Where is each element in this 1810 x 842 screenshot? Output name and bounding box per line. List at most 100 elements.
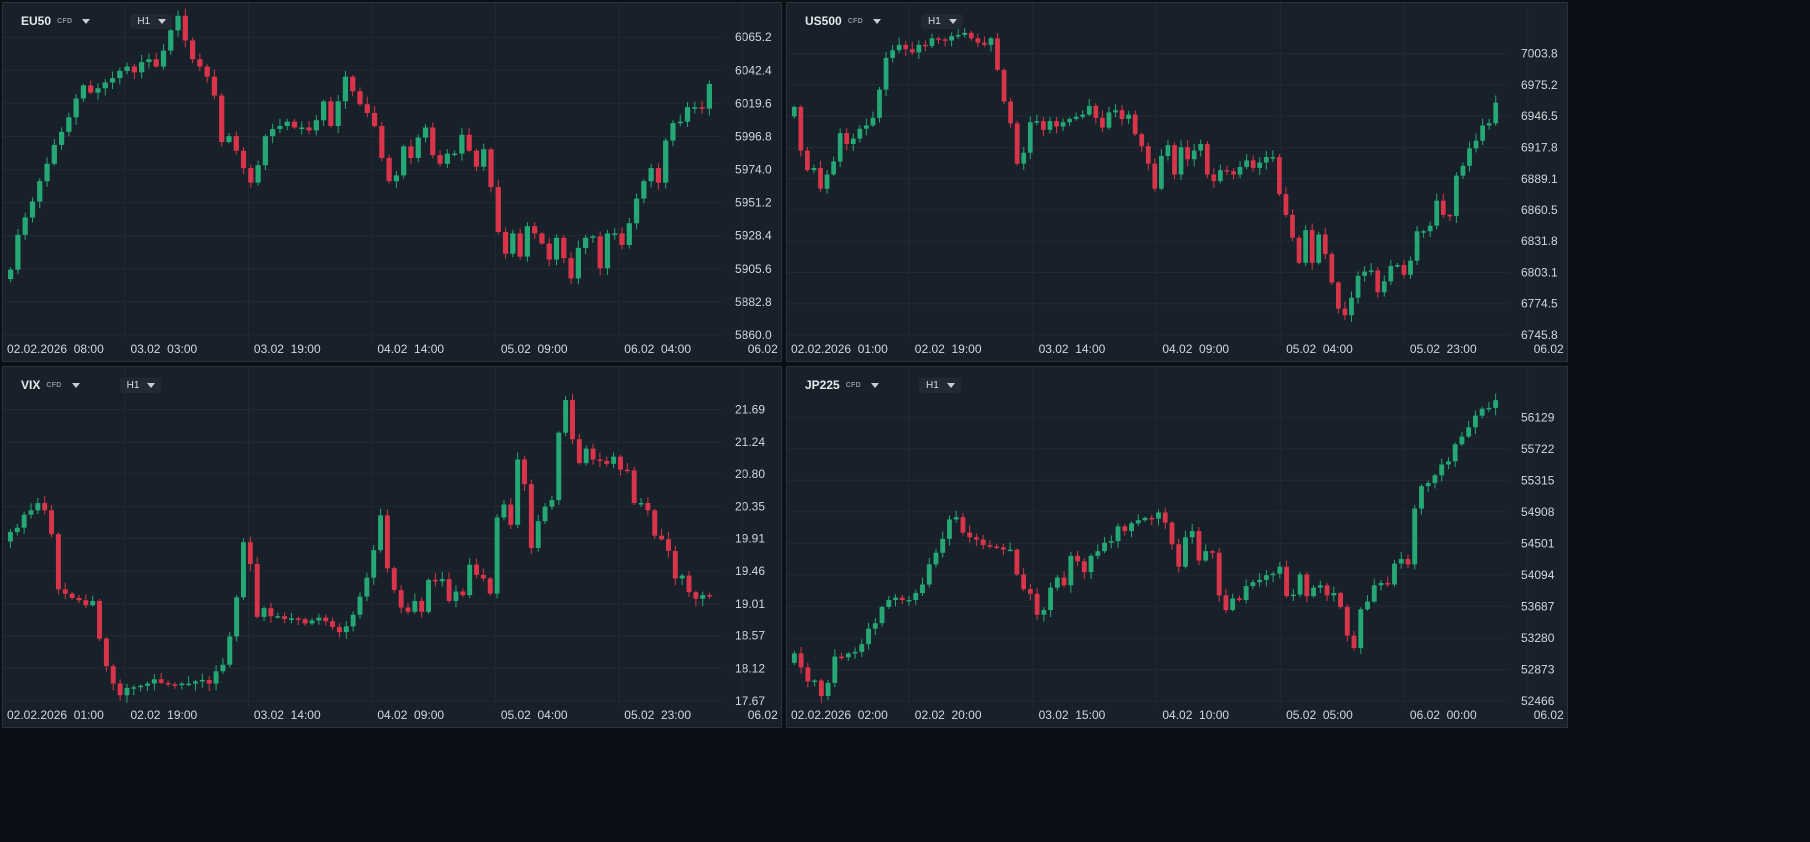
candle[interactable] [1047,117,1053,134]
candle[interactable] [1172,142,1177,180]
candle[interactable] [357,592,363,620]
candle[interactable] [1061,571,1067,588]
candle[interactable] [1296,235,1302,265]
candle[interactable] [234,595,240,642]
candle[interactable] [652,508,658,539]
candle[interactable] [172,681,178,689]
candle[interactable] [1263,570,1269,587]
candle[interactable] [1236,595,1242,603]
candle[interactable] [859,639,865,658]
candle[interactable] [1385,576,1391,587]
candle[interactable] [515,452,521,529]
candle[interactable] [1122,523,1128,536]
candle[interactable] [612,227,618,240]
candle[interactable] [940,531,946,558]
candle[interactable] [473,148,480,172]
symbol-label[interactable]: JP225 [805,378,840,392]
candle[interactable] [1196,527,1202,566]
candle[interactable] [936,36,941,45]
candle[interactable] [1102,537,1107,554]
candle[interactable] [1093,103,1099,124]
candle[interactable] [1270,150,1276,163]
candle[interactable] [226,132,232,144]
timeframe-select[interactable]: H1 [130,13,173,29]
candle[interactable] [670,120,676,147]
candle[interactable] [1467,141,1472,172]
candle[interactable] [1027,583,1033,601]
candle[interactable] [1129,521,1134,538]
candle[interactable] [55,532,61,595]
candle[interactable] [1412,505,1418,570]
candle[interactable] [1142,516,1148,522]
candle[interactable] [284,118,290,131]
candle[interactable] [1479,406,1485,419]
candle[interactable] [549,495,555,510]
candle[interactable] [1106,107,1112,130]
candle[interactable] [1270,571,1276,583]
candle[interactable] [62,582,68,600]
candle[interactable] [1311,585,1316,598]
candle[interactable] [1191,143,1197,167]
candle[interactable] [316,613,322,625]
candle[interactable] [798,105,804,157]
candle[interactable] [510,229,516,258]
candle[interactable] [151,674,157,691]
candle[interactable] [597,231,603,276]
candle[interactable] [14,523,20,536]
candle[interactable] [1459,431,1465,447]
candle[interactable] [439,571,445,587]
candle[interactable] [502,227,509,259]
candle[interactable] [638,498,644,507]
candle[interactable] [1021,146,1027,170]
candle[interactable] [80,84,87,102]
timeframe-select[interactable]: H1 [921,13,963,29]
candle[interactable] [611,452,617,469]
candle[interactable] [83,594,89,608]
candle[interactable] [583,445,589,466]
candle[interactable] [22,212,28,240]
candle[interactable] [124,62,130,75]
candle[interactable] [926,557,932,588]
candle[interactable] [371,106,378,128]
candle[interactable] [877,87,882,123]
candle[interactable] [1375,267,1381,298]
candle[interactable] [1095,544,1101,560]
candle[interactable] [494,514,500,599]
candle[interactable] [1230,593,1236,612]
candle[interactable] [665,531,671,558]
candle[interactable] [837,128,843,168]
candle[interactable] [1034,587,1040,620]
candle[interactable] [791,650,797,666]
candle[interactable] [175,10,181,37]
candle[interactable] [532,222,538,239]
candle[interactable] [364,96,370,118]
candle[interactable] [488,147,494,193]
candle[interactable] [430,122,436,159]
candle[interactable] [1244,154,1249,170]
symbol-dropdown-icon[interactable] [871,382,879,388]
candle[interactable] [1322,227,1328,260]
candle[interactable] [953,510,959,523]
candle[interactable] [1316,231,1322,265]
candle[interactable] [1351,631,1357,651]
candle[interactable] [1075,550,1080,567]
candle[interactable] [1054,117,1059,134]
candle[interactable] [1336,281,1341,314]
candle[interactable] [942,37,948,47]
candle[interactable] [988,36,994,52]
candle[interactable] [624,462,630,474]
candle[interactable] [791,105,797,119]
chart-panel-us500[interactable]: US500 CFD H1 7003.8 6975.2 6946.5 6917.8 6889.1… [786,2,1568,362]
candle[interactable] [1008,97,1013,128]
candle[interactable] [597,452,603,468]
candle[interactable] [1250,579,1256,590]
candle[interactable] [1297,571,1303,598]
candle[interactable] [398,584,404,614]
candle[interactable] [1432,473,1438,489]
candle[interactable] [405,602,411,615]
candle[interactable] [805,147,810,172]
candle[interactable] [542,502,548,525]
candle[interactable] [1454,172,1459,223]
candle[interactable] [1472,410,1478,435]
candle[interactable] [313,114,319,136]
